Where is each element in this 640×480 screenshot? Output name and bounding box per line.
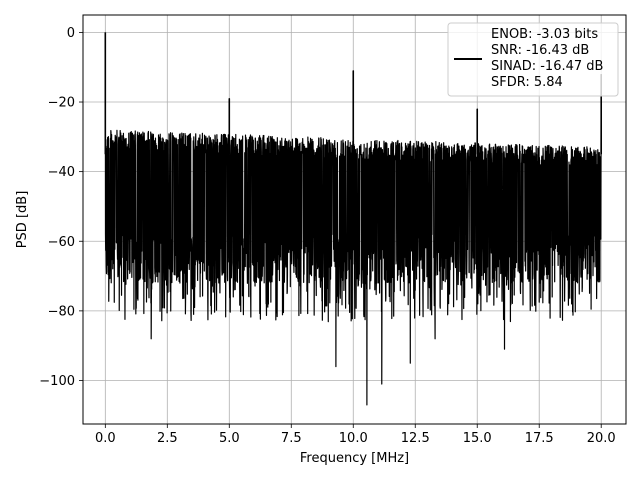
y-tick-label: −100	[39, 374, 75, 389]
legend: ENOB: -3.03 bits SNR: -16.43 dB SINAD: -…	[447, 22, 619, 97]
tick-layer: 0.0 2.5 5.0 7.5 10.0 12.5 15.0 17.5 20.0 0 −20 −40 −…	[39, 26, 615, 446]
x-tick-label: 17.5	[525, 431, 554, 446]
x-tick-label: 12.5	[401, 431, 430, 446]
psd-series-line	[104, 32, 602, 406]
y-tick-label: −60	[48, 235, 75, 250]
legend-entry-enob: ENOB: -3.03 bits	[491, 27, 598, 42]
x-axis-label: Frequency [MHz]	[300, 451, 409, 466]
y-tick-label: 0	[67, 26, 75, 41]
y-tick-label: −80	[48, 304, 75, 319]
legend-entry-sfdr: SFDR: 5.84	[491, 75, 563, 90]
x-tick-label: 2.5	[157, 431, 178, 446]
x-tick-label: 0.0	[95, 431, 116, 446]
legend-entry-sinad: SINAD: -16.47 dB	[491, 59, 603, 74]
y-tick-label: −20	[48, 96, 75, 111]
legend-entry-snr: SNR: -16.43 dB	[491, 43, 589, 58]
x-tick-label: 20.0	[587, 431, 616, 446]
legend-box	[447, 22, 619, 97]
x-tick-label: 15.0	[463, 431, 492, 446]
y-axis-label: PSD [dB]	[15, 191, 30, 249]
x-tick-label: 10.0	[339, 431, 368, 446]
y-tick-label: −40	[48, 165, 75, 180]
x-tick-label: 7.5	[281, 431, 302, 446]
plot-frame	[82, 14, 627, 425]
x-tick-label: 5.0	[219, 431, 240, 446]
